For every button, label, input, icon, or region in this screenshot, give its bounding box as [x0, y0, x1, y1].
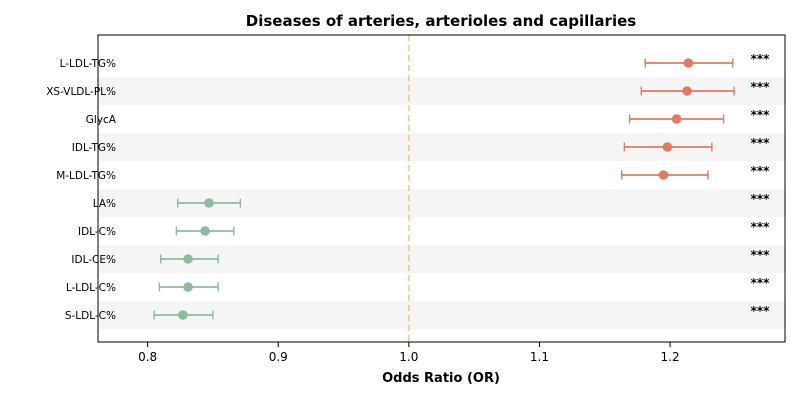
forest-row-IDL-CE%: [159, 254, 219, 264]
forest-row-M-LDL-TG%: [621, 170, 709, 180]
category-label: IDL-TG%: [72, 142, 116, 154]
plot-frame: [97, 34, 786, 343]
significance-label: ***: [751, 52, 771, 66]
or-point: [178, 310, 188, 320]
forest-row-IDL-C%: [175, 226, 235, 236]
data-marks: [153, 58, 735, 320]
forest-row-S-LDL-C%: [153, 310, 214, 320]
x-tick-label: 1.2: [661, 350, 680, 364]
x-tick-label: 0.8: [138, 350, 157, 364]
category-label: IDL-C%: [78, 226, 116, 238]
or-point: [183, 282, 193, 292]
category-label: LA%: [93, 198, 116, 210]
significance-label: ***: [751, 276, 771, 290]
x-tick-label: 1.1: [530, 350, 549, 364]
or-point: [200, 226, 210, 236]
significance-label: ***: [751, 80, 771, 94]
category-label: IDL-CE%: [71, 254, 116, 266]
category-label: XS-VLDL-PL%: [46, 86, 116, 98]
significance-label: ***: [751, 220, 771, 234]
category-labels: L-LDL-TG% XS-VLDL-PL% GlycA IDL-TG% M-LDL-TG…: [46, 58, 117, 322]
forest-row-L-LDL-TG%: [644, 58, 734, 68]
significance-label: ***: [751, 304, 771, 318]
significance-label: ***: [751, 164, 771, 178]
x-axis-ticks: 0.8 0.9 1.0 1.1 1.2: [138, 342, 680, 364]
x-tick-label: 0.9: [269, 350, 288, 364]
category-label: M-LDL-TG%: [56, 170, 116, 182]
category-label: L-LDL-C%: [66, 282, 116, 294]
significance-label: ***: [751, 108, 771, 122]
forest-row-LA%: [176, 198, 242, 208]
category-label: GlycA: [86, 114, 117, 126]
significance-label: ***: [751, 136, 771, 150]
forest-row-GlycA: [628, 114, 725, 124]
category-label: L-LDL-TG%: [60, 58, 116, 70]
chart-title: Diseases of arteries, arterioles and cap…: [246, 12, 636, 30]
significance-label: ***: [751, 248, 771, 262]
or-point: [183, 254, 193, 264]
forest-row-L-LDL-C%: [158, 282, 219, 292]
x-axis-label: Odds Ratio (OR): [382, 371, 500, 386]
or-point: [671, 114, 682, 124]
significance-labels: *** *** *** *** *** *** *** *** *** ***: [751, 52, 771, 318]
or-point: [683, 58, 694, 68]
or-point: [204, 198, 214, 208]
or-point: [682, 86, 692, 96]
category-label: S-LDL-C%: [65, 310, 116, 322]
significance-label: ***: [751, 192, 771, 206]
or-point: [662, 142, 673, 152]
forest-row-IDL-TG%: [623, 142, 713, 152]
forest-row-XS-VLDL-PL%: [640, 86, 735, 96]
x-tick-label: 1.0: [399, 350, 418, 364]
or-point: [658, 170, 669, 180]
